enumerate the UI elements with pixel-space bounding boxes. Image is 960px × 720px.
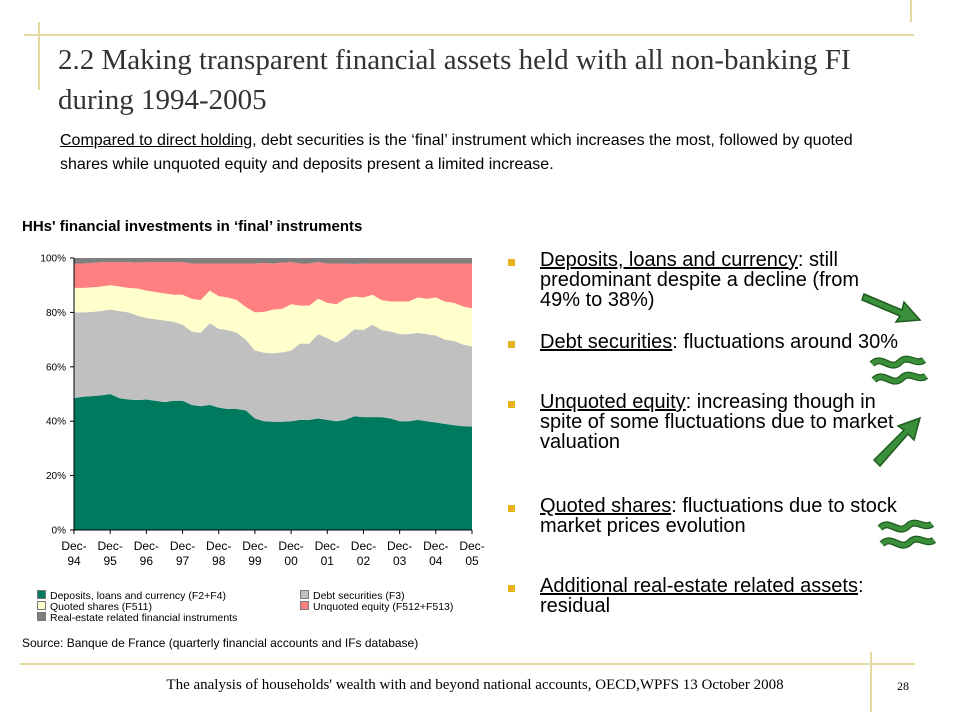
fluctuation-wave-icon bbox=[869, 355, 929, 385]
x-tick-label-bottom: 94 bbox=[67, 554, 81, 568]
y-tick-label: 20% bbox=[46, 471, 66, 482]
chart-title: HHs' financial investments in ‘final’ in… bbox=[22, 218, 363, 235]
stacked-area-chart: 0%20%40%60%80%100% Dec-94Dec-95Dec-96Dec… bbox=[40, 254, 484, 569]
bullet-square-icon bbox=[508, 259, 515, 266]
y-tick-label: 0% bbox=[52, 526, 67, 537]
x-tick-label-bottom: 01 bbox=[321, 554, 335, 568]
x-tick-label-bottom: 03 bbox=[393, 554, 407, 568]
decorative-vertical-line bbox=[38, 22, 40, 90]
bullet-square-icon bbox=[508, 505, 515, 512]
slide-title: 2.2 Making transparent financial assets … bbox=[58, 44, 851, 116]
decorative-footer-divider bbox=[870, 652, 872, 712]
page-number: 28 bbox=[897, 679, 909, 693]
chart-source: Source: Banque de France (quarterly fina… bbox=[22, 636, 419, 650]
decorative-right-line bbox=[910, 0, 912, 22]
legend-label: Quoted shares (F511) bbox=[50, 601, 152, 613]
bullet-text: Unquoted equity: increasing though in sp… bbox=[540, 392, 900, 452]
legend-item: Debt securities (F3) bbox=[300, 590, 405, 602]
series-area-3 bbox=[74, 262, 472, 313]
bullet-square-icon bbox=[508, 401, 515, 408]
bullet-rest: : increasing though in spite of some flu… bbox=[540, 391, 894, 453]
legend-item: Quoted shares (F511) bbox=[37, 601, 152, 613]
x-tick-label-bottom: 04 bbox=[429, 554, 443, 568]
bullet-text: Additional real-estate related assets: r… bbox=[540, 576, 900, 616]
y-tick-label: 80% bbox=[46, 308, 66, 319]
subtitle-rest: , debt securities is the ‘final’ instrum… bbox=[60, 132, 853, 173]
decorative-top-line bbox=[24, 34, 914, 36]
x-tick-label-top: Dec- bbox=[459, 539, 484, 553]
legend-label: Deposits, loans and currency (F2+F4) bbox=[50, 590, 226, 602]
bullet-lead: Unquoted equity bbox=[540, 391, 686, 413]
bullet-text: Quoted shares: fluctuations due to stock… bbox=[540, 496, 900, 536]
legend-swatch bbox=[300, 590, 309, 599]
y-tick-labels: 0% 20% 40% 60% 80% 100% bbox=[40, 254, 66, 537]
x-tick-label-bottom: 05 bbox=[465, 554, 479, 568]
x-tick-label-top: Dec- bbox=[387, 539, 412, 553]
bullet-square-icon bbox=[508, 341, 515, 348]
trend-arrow-down-icon bbox=[861, 292, 922, 323]
legend-swatch bbox=[300, 601, 309, 610]
chart-axes bbox=[70, 257, 473, 534]
legend-item: Deposits, loans and currency (F2+F4) bbox=[37, 590, 226, 602]
legend-item: Real-estate related financial instrument… bbox=[37, 612, 237, 624]
x-tick-label-bottom: 99 bbox=[248, 554, 262, 568]
decorative-bottom-line bbox=[20, 663, 915, 665]
legend-swatch bbox=[37, 612, 46, 621]
x-tick-labels: Dec-94Dec-95Dec-96Dec-97Dec-98Dec-99Dec-… bbox=[61, 539, 484, 568]
fluctuation-wave-icon-2 bbox=[877, 519, 937, 549]
series-area-0 bbox=[74, 394, 472, 530]
x-tick-label-top: Dec- bbox=[315, 539, 340, 553]
legend-swatch bbox=[37, 590, 46, 599]
x-tick-label-bottom: 97 bbox=[176, 554, 190, 568]
series-area-1 bbox=[74, 309, 472, 427]
slide-subtitle: Compared to direct holding, debt securit… bbox=[60, 129, 860, 177]
bullet-rest: : still predominant despite a decline (f… bbox=[540, 249, 860, 311]
x-tick-label-top: Dec- bbox=[170, 539, 195, 553]
bullet-rest: : residual bbox=[540, 575, 864, 617]
trend-arrow-up-icon bbox=[872, 416, 922, 468]
series-area-4 bbox=[74, 258, 472, 264]
legend-label: Real-estate related financial instrument… bbox=[50, 612, 238, 624]
chart-areas bbox=[74, 258, 472, 530]
x-tick-label-bottom: 00 bbox=[284, 554, 298, 568]
x-tick-label-bottom: 95 bbox=[104, 554, 118, 568]
x-tick-label-top: Dec- bbox=[423, 539, 448, 553]
x-tick-label-top: Dec- bbox=[278, 539, 303, 553]
bullet-text: Deposits, loans and currency: still pred… bbox=[540, 250, 900, 310]
legend-item: Unquoted equity (F512+F513) bbox=[300, 601, 453, 613]
y-tick-label: 100% bbox=[40, 254, 66, 265]
x-tick-label-top: Dec- bbox=[351, 539, 376, 553]
legend-label: Debt securities (F3) bbox=[313, 590, 405, 602]
series-area-2 bbox=[74, 285, 472, 354]
bullet-square-icon bbox=[508, 585, 515, 592]
x-tick-label-bottom: 02 bbox=[357, 554, 371, 568]
bullet-lead: Additional real-estate related assets bbox=[540, 575, 858, 597]
x-tick-label-top: Dec- bbox=[61, 539, 86, 553]
y-tick-label: 40% bbox=[46, 417, 66, 428]
x-tick-label-bottom: 98 bbox=[212, 554, 226, 568]
bullet-lead: Debt securities bbox=[540, 331, 673, 353]
bullet-rest: : fluctuations around 30% bbox=[672, 331, 898, 353]
y-tick-label: 60% bbox=[46, 362, 66, 373]
x-tick-label-top: Dec- bbox=[98, 539, 123, 553]
legend-swatch bbox=[37, 601, 46, 610]
slide-footer: The analysis of households' wealth with … bbox=[166, 677, 784, 693]
subtitle-lead: Compared to direct holding bbox=[60, 132, 253, 149]
bullet-text: Debt securities: fluctuations around 30% bbox=[540, 332, 900, 352]
x-tick-label-top: Dec- bbox=[206, 539, 231, 553]
bullet-lead: Deposits, loans and currency bbox=[540, 249, 798, 271]
x-tick-label-bottom: 96 bbox=[140, 554, 154, 568]
legend-label: Unquoted equity (F512+F513) bbox=[313, 601, 454, 613]
bullet-lead: Quoted shares bbox=[540, 495, 672, 517]
bullet-rest: : fluctuations due to stock market price… bbox=[540, 495, 897, 537]
x-tick-label-top: Dec- bbox=[134, 539, 159, 553]
x-tick-label-top: Dec- bbox=[242, 539, 267, 553]
